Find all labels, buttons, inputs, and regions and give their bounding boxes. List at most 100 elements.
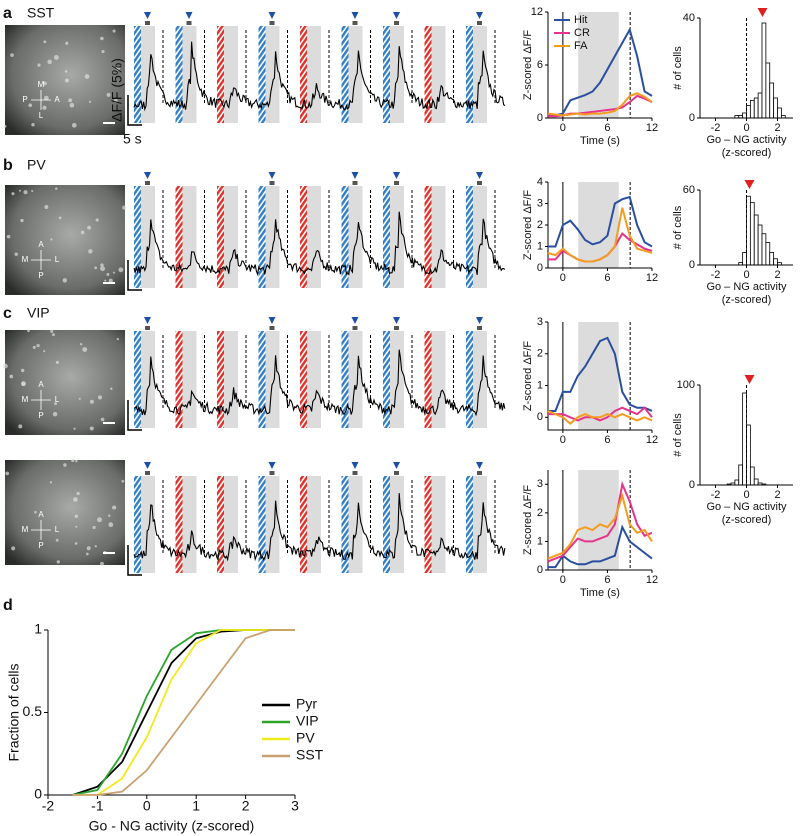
x-tick-label: 0 xyxy=(560,434,566,446)
stimulus xyxy=(300,476,307,573)
histogram-bar xyxy=(753,97,759,119)
response-window xyxy=(307,26,321,123)
y-tick-label: 60 xyxy=(683,184,695,196)
compass-label: P xyxy=(22,95,27,104)
cell xyxy=(55,187,58,190)
x-tick-label: 12 xyxy=(646,574,658,586)
y-tick-label: 0 xyxy=(537,112,543,124)
y-tick-label: 0 xyxy=(537,564,543,576)
response-window xyxy=(224,331,238,428)
panel-label: d xyxy=(3,597,13,614)
histogram-bar xyxy=(765,62,771,119)
stimulus xyxy=(341,26,349,123)
lick-marker xyxy=(144,12,151,19)
x-axis-label: Go – NG activity xyxy=(706,281,787,293)
response-window xyxy=(141,331,155,428)
cell xyxy=(56,560,60,564)
cell xyxy=(14,252,18,256)
lick-marker xyxy=(476,172,483,179)
cell xyxy=(52,333,55,337)
mean-trace xyxy=(547,207,653,263)
histogram-bar xyxy=(746,424,751,486)
response-window xyxy=(348,186,363,288)
cell xyxy=(65,41,69,45)
mean-trace xyxy=(548,336,653,412)
stimulus xyxy=(383,186,390,288)
y-tick-label: 1 xyxy=(537,379,543,391)
panel-title: VIP xyxy=(27,305,50,321)
y-tick-label: 2 xyxy=(537,219,543,231)
y-tick-label: 2 xyxy=(537,348,543,360)
response-window xyxy=(265,186,280,288)
panel-title: SST xyxy=(27,5,55,21)
x-tick-label: 6 xyxy=(604,122,610,134)
lick-marker xyxy=(476,317,483,324)
cell xyxy=(97,517,102,523)
y-tick-label: 40 xyxy=(683,12,695,24)
trace-scale xyxy=(127,260,142,291)
calcium-trace xyxy=(133,41,506,112)
cell xyxy=(64,78,69,83)
lick-marker xyxy=(268,462,276,469)
response-window xyxy=(578,12,619,118)
cell xyxy=(100,561,104,566)
cell xyxy=(115,66,120,71)
reward-marker xyxy=(394,326,399,330)
reward-marker xyxy=(145,181,150,185)
response-window xyxy=(307,476,321,573)
cell xyxy=(19,189,22,192)
lick-marker xyxy=(351,317,359,324)
lick-marker xyxy=(351,12,359,19)
y-tick-label: 1 xyxy=(34,621,42,637)
x-tick-label: -2 xyxy=(711,489,721,501)
compass-label: A xyxy=(38,510,44,519)
histogram-bar xyxy=(742,252,747,266)
x-axis-label: Go - NG activity (z-scored) xyxy=(89,818,255,834)
cell xyxy=(79,343,83,346)
reward-marker xyxy=(352,181,358,185)
y-tick-label: 0 xyxy=(34,786,42,802)
cell xyxy=(42,81,47,86)
response-window xyxy=(141,26,155,123)
cell xyxy=(73,497,78,502)
histogram-bar xyxy=(777,107,782,119)
panel-label: b xyxy=(3,157,13,174)
cell xyxy=(23,190,28,195)
lick-marker xyxy=(268,172,276,179)
response-window xyxy=(390,476,404,573)
cell xyxy=(74,542,78,545)
stimulus xyxy=(466,186,473,288)
cell xyxy=(42,105,47,110)
cell xyxy=(58,216,62,220)
y-tick-label: 1 xyxy=(537,535,543,547)
response-window xyxy=(348,26,363,123)
cell xyxy=(50,238,53,241)
cell xyxy=(88,249,93,254)
y-tick-label: 12 xyxy=(531,6,543,18)
cell xyxy=(104,279,107,282)
y-tick-label: 3 xyxy=(537,478,543,490)
compass-label: L xyxy=(55,255,60,264)
cell xyxy=(2,363,8,369)
cell xyxy=(31,189,34,193)
lick-marker xyxy=(393,172,400,179)
legend-label: CR xyxy=(574,27,590,39)
x-tick-label: -2 xyxy=(42,798,55,814)
cell xyxy=(18,424,23,429)
reward-marker xyxy=(145,471,150,475)
y-tick-label: 1 xyxy=(537,240,543,252)
mean-marker xyxy=(744,375,755,384)
stimulus xyxy=(383,26,390,123)
cell xyxy=(50,329,54,333)
lick-marker xyxy=(476,12,483,19)
x-tick-label: 6 xyxy=(604,574,610,586)
cell xyxy=(3,124,7,128)
mean-trace xyxy=(547,480,653,563)
y-axis-label: Fraction of cells xyxy=(6,663,22,761)
x-tick-label: -1 xyxy=(91,798,104,814)
cell xyxy=(55,360,59,364)
cell xyxy=(116,337,120,341)
cell xyxy=(94,266,98,270)
mean-trace xyxy=(548,406,653,422)
